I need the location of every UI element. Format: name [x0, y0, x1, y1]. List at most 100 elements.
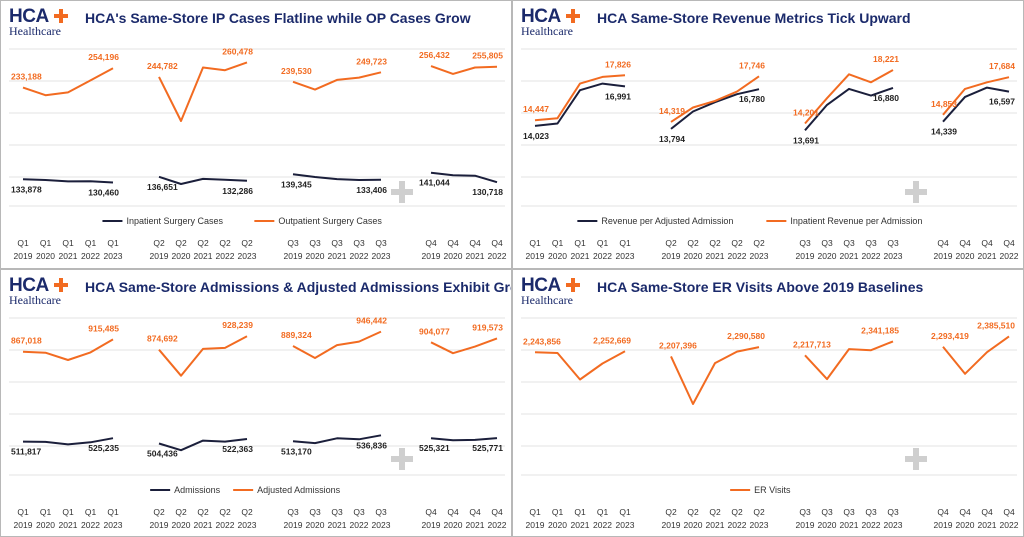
- hca-logo: HCA Healthcare: [521, 7, 587, 38]
- x-tick-year: 2019: [796, 520, 815, 530]
- x-tick-year: 2022: [216, 520, 235, 530]
- x-tick-quarter: Q3: [799, 238, 811, 248]
- x-tick-year: 2020: [36, 251, 55, 261]
- x-tick-quarter: Q1: [107, 238, 119, 248]
- panel-revenue-metrics: HCA Healthcare HCA Same-Store Revenue Met…: [512, 0, 1024, 269]
- legend: ER Visits: [730, 485, 791, 495]
- data-label: 141,044: [419, 178, 450, 188]
- x-tick-quarter: Q2: [687, 507, 699, 517]
- legend-label: Adjusted Admissions: [257, 485, 341, 495]
- x-tick-year: 2021: [706, 520, 725, 530]
- x-tick-year: 2023: [238, 251, 257, 261]
- x-tick-quarter: Q1: [529, 238, 541, 248]
- series-line-er-visits: [534, 350, 626, 381]
- x-tick-quarter: Q1: [40, 507, 52, 517]
- x-tick-quarter: Q4: [491, 507, 503, 517]
- series-line-admissions: [158, 438, 248, 452]
- data-label: 260,478: [222, 46, 253, 56]
- panel-er-visits: HCA Healthcare HCA Same-Store ER Visits A…: [512, 269, 1024, 537]
- x-tick-quarter: Q2: [219, 507, 231, 517]
- x-tick-quarter: Q1: [529, 507, 541, 517]
- x-tick-quarter: Q3: [287, 238, 299, 248]
- x-tick-year: 2022: [350, 520, 369, 530]
- data-label: 915,485: [88, 323, 119, 333]
- x-tick-quarter: Q2: [153, 507, 165, 517]
- data-label: 13,691: [793, 135, 819, 145]
- x-tick-quarter: Q4: [425, 507, 437, 517]
- x-tick-year: 2020: [444, 251, 463, 261]
- x-tick-year: 2020: [36, 520, 55, 530]
- data-label: 2,252,669: [593, 335, 631, 345]
- data-label: 17,746: [739, 60, 765, 70]
- x-tick-year: 2021: [571, 520, 590, 530]
- x-tick-quarter: Q1: [107, 507, 119, 517]
- series-line-admissions: [292, 434, 382, 445]
- data-label: 946,442: [356, 316, 387, 326]
- data-label: 13,794: [659, 134, 685, 144]
- x-tick-year: 2020: [956, 251, 975, 261]
- data-label: 130,460: [88, 187, 119, 197]
- gridlines: [521, 317, 1017, 476]
- x-tick-year: 2023: [238, 520, 257, 530]
- x-tick-year: 2021: [840, 520, 859, 530]
- x-tick-quarter: Q3: [843, 507, 855, 517]
- x-tick-quarter: Q4: [981, 507, 993, 517]
- x-tick-year: 2022: [81, 520, 100, 530]
- data-label: 14,447: [523, 104, 549, 114]
- x-tick-quarter: Q4: [447, 507, 459, 517]
- series-line-adjusted-admissions: [430, 337, 498, 355]
- data-label: 513,170: [281, 446, 312, 456]
- watermark-icon: [391, 181, 413, 203]
- data-label: 133,406: [356, 185, 387, 195]
- x-tick-quarter: Q3: [821, 507, 833, 517]
- series-line-outpatient-surgery-cases: [22, 67, 114, 97]
- x-tick-year: 2021: [571, 251, 590, 261]
- x-tick-quarter: Q3: [887, 238, 899, 248]
- data-label: 2,290,580: [727, 331, 765, 341]
- x-tick-quarter: Q2: [753, 507, 765, 517]
- x-tick-year: 2021: [466, 251, 485, 261]
- x-tick-year: 2020: [444, 520, 463, 530]
- series-line-admissions: [430, 437, 498, 442]
- x-tick-quarter: Q1: [574, 238, 586, 248]
- x-tick-quarter: Q3: [821, 238, 833, 248]
- chart-er-visits: Q1 2019 Q1 2020 Q1 2021 Q1 2022 Q1 2023 2,243,856 2…: [521, 317, 1019, 530]
- x-tick-year: 2020: [548, 520, 567, 530]
- x-tick-quarter: Q4: [937, 507, 949, 517]
- data-label: 14,339: [931, 127, 957, 137]
- x-tick-year: 2023: [372, 251, 391, 261]
- data-label: 249,723: [356, 56, 387, 66]
- x-tick-year: 2020: [818, 251, 837, 261]
- data-label: 525,321: [419, 443, 450, 453]
- plus-icon: [54, 9, 68, 23]
- legend: Admissions Adjusted Admissions: [150, 485, 341, 495]
- x-tick-year: 2022: [350, 251, 369, 261]
- chart-title: HCA Same-Store Revenue Metrics Tick Upwa…: [597, 10, 911, 26]
- x-tick-year: 2021: [59, 251, 78, 261]
- data-label: 254,196: [88, 52, 119, 62]
- x-tick-year: 2023: [104, 251, 123, 261]
- x-tick-quarter: Q4: [1003, 238, 1015, 248]
- x-tick-year: 2021: [59, 520, 78, 530]
- legend-label: ER Visits: [754, 485, 791, 495]
- x-tick-year: 2023: [616, 251, 635, 261]
- hca-logo: HCA Healthcare: [521, 276, 587, 307]
- x-tick-year: 2019: [14, 251, 33, 261]
- x-tick-quarter: Q1: [552, 238, 564, 248]
- x-tick-quarter: Q3: [353, 238, 365, 248]
- x-tick-quarter: Q4: [959, 507, 971, 517]
- x-tick-quarter: Q1: [552, 507, 564, 517]
- x-tick-year: 2019: [14, 520, 33, 530]
- x-tick-year: 2022: [216, 251, 235, 261]
- data-label: 16,880: [873, 93, 899, 103]
- x-tick-quarter: Q3: [309, 238, 321, 248]
- data-label: 2,293,419: [931, 331, 969, 341]
- data-label: 233,188: [11, 72, 42, 82]
- x-tick-quarter: Q2: [175, 507, 187, 517]
- series-line-revenue-per-adjusted-admission: [942, 86, 1010, 123]
- x-tick-year: 2021: [194, 251, 213, 261]
- x-tick-quarter: Q3: [865, 238, 877, 248]
- x-tick-quarter: Q2: [687, 238, 699, 248]
- hca-logo: HCA Healthcare: [9, 276, 75, 307]
- series-line-revenue-per-adjusted-admission: [670, 88, 760, 130]
